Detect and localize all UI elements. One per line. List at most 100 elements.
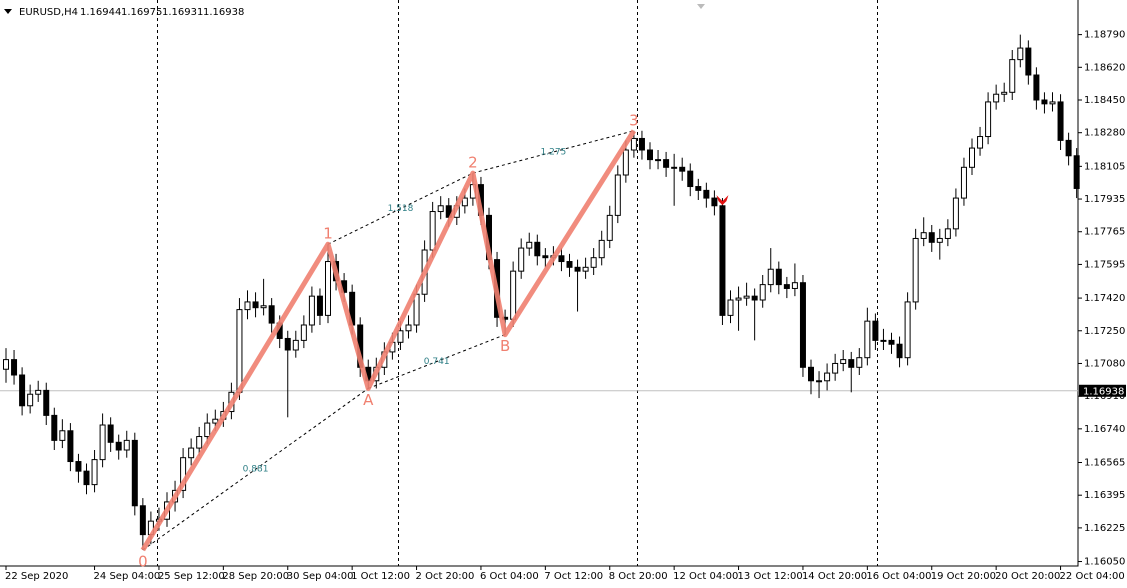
candle-body <box>775 268 782 286</box>
candle-body <box>1009 59 1016 93</box>
candle-body <box>936 237 943 243</box>
x-tick-label: 19 Oct 20:00 <box>931 571 996 582</box>
candle-body <box>944 228 951 239</box>
candle-body <box>1033 74 1040 101</box>
candle-body <box>510 270 517 320</box>
y-tick-label: 1.18620 <box>1084 62 1125 73</box>
candle-body <box>622 149 629 176</box>
x-tick-label: 6 Oct 04:00 <box>480 571 539 582</box>
candle-body <box>799 282 806 368</box>
candle-body <box>783 284 790 289</box>
x-tick-label: 1 Oct 12:00 <box>351 571 410 582</box>
candle-body <box>308 295 315 326</box>
candle-body <box>526 241 533 249</box>
y-tick-label: 1.16565 <box>1084 458 1125 469</box>
menu-arrow[interactable] <box>4 9 12 14</box>
quote-value: 1.16931 <box>162 7 203 18</box>
pattern-ratio: 0.881 <box>243 465 269 475</box>
candle-body <box>67 430 74 463</box>
pattern-point-label: A <box>363 391 374 409</box>
candle-body <box>791 282 798 289</box>
candle-body <box>719 205 726 316</box>
period-separators <box>157 0 878 566</box>
candle-body <box>558 255 565 263</box>
candle-body <box>429 211 436 251</box>
candle-body <box>244 301 251 311</box>
alert-marker <box>716 195 729 206</box>
candle-body <box>11 359 18 376</box>
y-tick-label: 1.18280 <box>1084 128 1125 139</box>
candle-body <box>920 232 927 239</box>
y-tick-label: 1.16050 <box>1084 557 1125 568</box>
candle-body <box>43 389 50 416</box>
candle-body <box>188 447 195 459</box>
candle-body <box>542 255 549 259</box>
candle-body <box>832 362 839 374</box>
y-tick-label: 1.17595 <box>1084 259 1125 270</box>
candle-body <box>824 372 831 382</box>
candle-body <box>51 414 58 441</box>
candle-body <box>59 430 66 441</box>
candle-body <box>977 136 984 149</box>
candle-body <box>300 324 307 341</box>
y-tick-label: 1.16740 <box>1084 424 1125 435</box>
candle-body <box>268 305 275 324</box>
y-tick-label: 1.16395 <box>1084 490 1125 501</box>
shift-marker <box>697 4 705 9</box>
x-tick-label: 13 Oct 12:00 <box>738 571 803 582</box>
candle-body <box>1017 47 1024 61</box>
candle-body <box>606 214 613 241</box>
candle-body <box>91 459 98 486</box>
candle-body <box>671 166 678 169</box>
candle-body <box>630 137 637 151</box>
candle-body <box>687 170 694 188</box>
candle-body <box>3 359 9 370</box>
candle-body <box>711 197 718 207</box>
candle-body <box>840 359 847 364</box>
candle-body <box>252 301 259 309</box>
candle-body <box>139 505 146 536</box>
pattern-point-label: 3 <box>629 111 639 129</box>
candle-body <box>751 295 758 301</box>
candle-body <box>695 186 702 191</box>
x-tick-label: 12 Oct 04:00 <box>673 571 738 582</box>
candle-body <box>808 366 814 382</box>
candle-body <box>759 284 766 301</box>
candle-body <box>896 343 903 359</box>
y-tick-label: 1.17080 <box>1084 358 1125 369</box>
x-tick-label: 8 Oct 20:00 <box>609 571 668 582</box>
candle-body <box>1057 101 1064 141</box>
x-tick-label: 16 Oct 04:00 <box>866 571 931 582</box>
y-tick-label: 1.16225 <box>1084 523 1125 534</box>
candle-body <box>663 159 670 168</box>
candle-body <box>614 174 621 216</box>
candle-body <box>993 93 1000 103</box>
candle-body <box>864 320 871 359</box>
candle-body <box>236 309 243 393</box>
x-tick-label: 28 Sep 20:00 <box>222 571 289 582</box>
candle-body <box>518 247 525 272</box>
candle-body <box>35 389 42 395</box>
pattern-dashed-line <box>327 172 474 245</box>
candle-body <box>590 257 597 268</box>
y-tick-label: 1.18105 <box>1084 161 1125 172</box>
quote-value: 1.16938 <box>203 7 244 18</box>
candle-body <box>19 374 26 407</box>
x-tick-label: 30 Sep 04:00 <box>287 571 354 582</box>
candle-body <box>566 261 573 268</box>
candle-body <box>598 239 605 259</box>
candle-body <box>655 159 662 162</box>
candle-body <box>969 147 975 168</box>
candle-body <box>405 324 412 332</box>
y-tick-label: 1.18790 <box>1084 30 1125 41</box>
candle-body <box>316 295 323 316</box>
candle-body <box>437 205 444 213</box>
candle-body <box>727 299 734 316</box>
y-tick-label: 1.17935 <box>1084 194 1125 205</box>
candle-body <box>123 439 130 451</box>
candle-body <box>461 197 468 207</box>
candle-body <box>27 393 34 407</box>
x-tick-label: 7 Oct 12:00 <box>544 571 603 582</box>
candle-body <box>582 266 589 272</box>
